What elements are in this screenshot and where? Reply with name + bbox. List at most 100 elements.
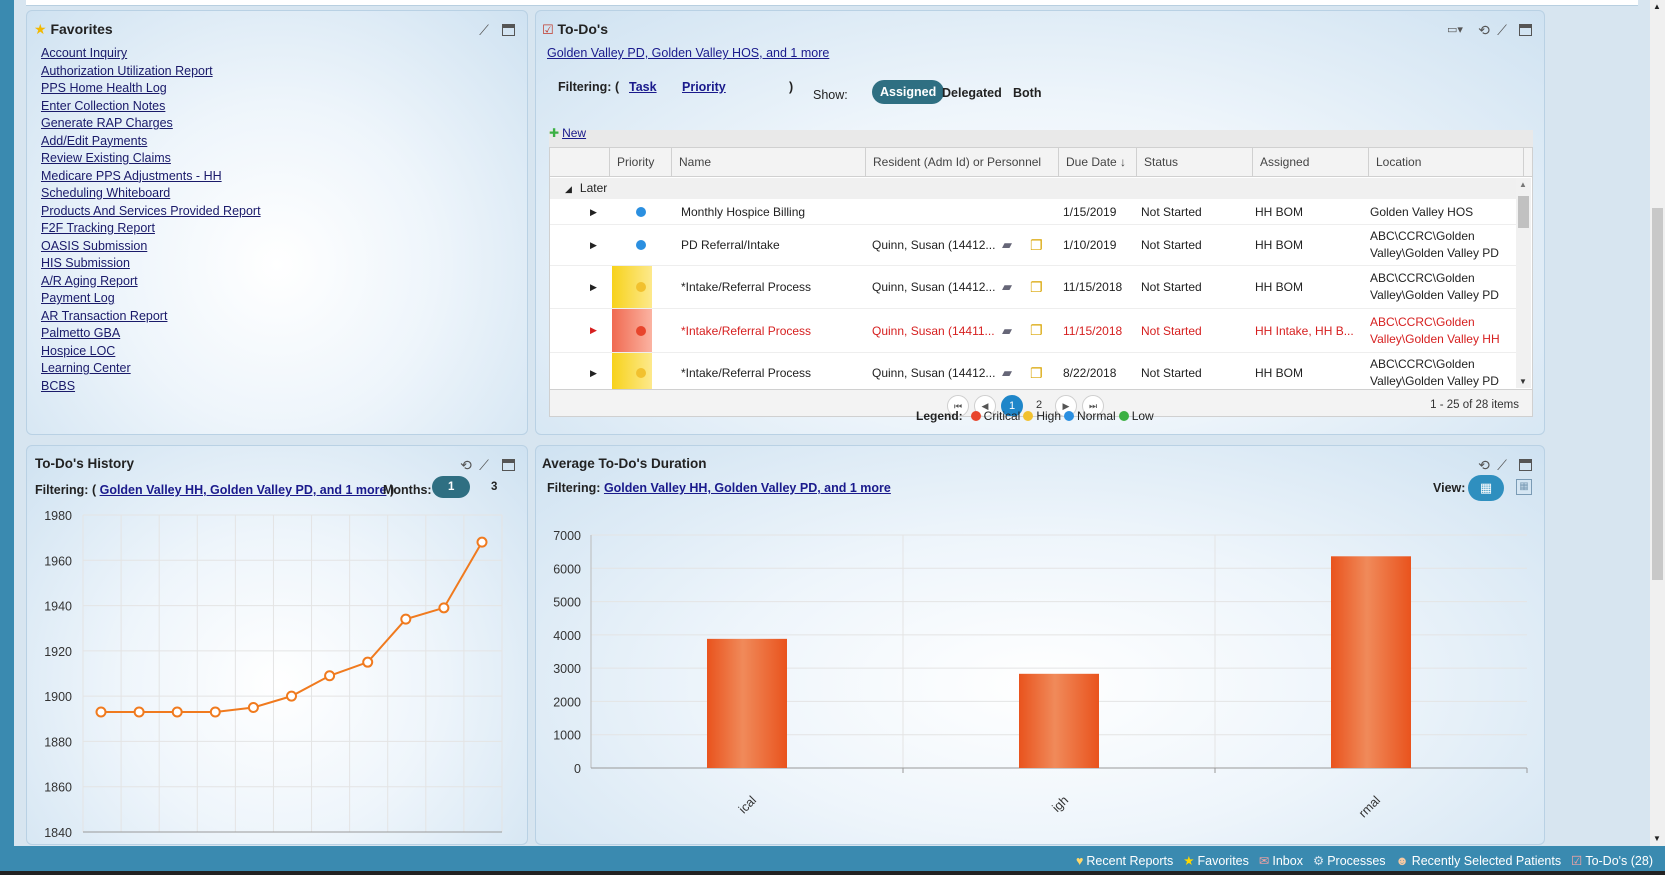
location-filter-link[interactable]: Golden Valley PD, Golden Valley HOS, and… xyxy=(547,46,830,60)
todo-resident[interactable]: Quinn, Susan (14412... xyxy=(872,238,996,252)
favorite-link[interactable]: Authorization Utilization Report xyxy=(41,63,213,78)
scroll-up-icon[interactable]: ▲ xyxy=(1519,180,1527,189)
favorite-link[interactable]: BCBS xyxy=(41,378,76,393)
expand-row-icon[interactable]: ▶ xyxy=(590,281,597,292)
expand-row-icon[interactable]: ▶ xyxy=(590,367,597,378)
chart-book-icon[interactable]: ▰ xyxy=(1002,237,1012,252)
expand-row-icon[interactable]: ▶ xyxy=(590,325,597,335)
inbox-item[interactable]: ✉ Inbox xyxy=(1259,853,1303,869)
favorite-link[interactable]: Review Existing Claims xyxy=(41,151,171,165)
history-filter-link[interactable]: Golden Valley HH, Golden Valley PD, and … xyxy=(99,483,387,497)
refresh-icon[interactable]: ⟲ xyxy=(1478,22,1490,38)
page-scroll-thumb[interactable] xyxy=(1652,208,1663,580)
todo-name[interactable]: *Intake/Referral Process xyxy=(681,366,812,380)
chart-book-icon[interactable]: ▰ xyxy=(1002,365,1012,380)
maximize-icon[interactable] xyxy=(502,24,515,36)
table-row[interactable]: ▶ Monthly Hospice Billing 1/15/2019 Not Sta… xyxy=(550,200,1518,225)
todo-name[interactable]: PD Referral/Intake xyxy=(681,238,780,252)
folder-icon[interactable]: ❐ xyxy=(1030,236,1043,253)
folder-icon[interactable]: ❐ xyxy=(1030,322,1043,338)
pin-icon[interactable]: ⟋ xyxy=(1497,22,1507,38)
recent-patients-item[interactable]: ☻ Recently Selected Patients xyxy=(1396,853,1562,868)
favorite-link[interactable]: Account Inquiry xyxy=(41,46,128,60)
show-both-button[interactable]: Both xyxy=(1013,86,1042,100)
col-location[interactable]: Location xyxy=(1368,148,1523,177)
table-row[interactable]: ▶ *Intake/Referral Process Quinn, Susan (1… xyxy=(550,309,1518,353)
favorite-link[interactable]: Medicare PPS Adjustments - HH xyxy=(41,168,222,183)
pin-icon[interactable]: ⟋ xyxy=(1497,457,1507,473)
prev-page-button[interactable]: ◀ xyxy=(974,395,996,416)
favorite-link[interactable]: Scheduling Whiteboard xyxy=(41,186,171,200)
pin-icon[interactable]: ⟋ xyxy=(479,457,489,473)
todo-name[interactable]: Monthly Hospice Billing xyxy=(681,205,806,219)
folder-icon[interactable]: ❐ xyxy=(1030,278,1043,295)
todo-resident[interactable]: Quinn, Susan (14412... xyxy=(872,280,996,294)
page-1-button[interactable]: 1 xyxy=(1001,395,1023,416)
favorite-link[interactable]: AR Transaction Report xyxy=(41,308,168,323)
expand-row-icon[interactable]: ▶ xyxy=(590,239,597,250)
folder-icon[interactable]: ❐ xyxy=(1030,364,1043,381)
months-1-button[interactable]: 1 xyxy=(432,476,471,498)
processes-item[interactable]: ⚙ Processes xyxy=(1313,853,1386,869)
page-scroll-up-icon[interactable]: ▲ xyxy=(1653,2,1661,11)
favorite-link[interactable]: A/R Aging Report xyxy=(41,273,138,288)
group-row-later[interactable]: ◢ Later xyxy=(550,178,1518,199)
favorite-link[interactable]: HIS Submission xyxy=(41,256,130,270)
todo-resident[interactable]: Quinn, Susan (14412... xyxy=(872,366,996,380)
refresh-icon[interactable]: ⟲ xyxy=(1478,457,1490,473)
pin-icon[interactable]: ⟋ xyxy=(479,22,489,38)
table-row[interactable]: ▶ *Intake/Referral Process Quinn, Susan (1… xyxy=(550,266,1518,309)
first-page-button[interactable]: ⏮ xyxy=(947,395,969,416)
col-name[interactable]: Name xyxy=(671,148,865,177)
favorite-link[interactable]: Add/Edit Payments xyxy=(41,133,148,148)
table-row[interactable]: ▶ *Intake/Referral Process Quinn, Susan (1… xyxy=(550,353,1518,394)
duration-filter-link[interactable]: Golden Valley HH, Golden Valley PD, and … xyxy=(603,481,891,495)
favorite-link[interactable]: PPS Home Health Log xyxy=(41,81,167,95)
todos-item[interactable]: ☑ To-Do's (28) xyxy=(1571,853,1653,869)
col-status[interactable]: Status xyxy=(1136,148,1252,177)
col-resident[interactable]: Resident (Adm Id) or Personnel xyxy=(865,148,1058,177)
col-due-date[interactable]: Due Date ↓ xyxy=(1058,148,1136,177)
next-page-button[interactable]: ▶ xyxy=(1055,395,1077,416)
todo-name[interactable]: *Intake/Referral Process xyxy=(681,280,812,294)
maximize-icon[interactable] xyxy=(1519,459,1532,471)
todo-resident[interactable]: Quinn, Susan (14411... xyxy=(872,323,995,338)
favorites-item[interactable]: ★ Favorites xyxy=(1183,853,1249,869)
chart-view-button[interactable]: ▦ xyxy=(1468,475,1504,501)
favorite-link[interactable]: Payment Log xyxy=(41,291,115,305)
grid-scrollbar[interactable]: ▲ ▼ xyxy=(1516,178,1531,388)
last-page-button[interactable]: ⏭ xyxy=(1082,395,1104,416)
grid-scroll-thumb[interactable] xyxy=(1518,196,1529,228)
favorite-link[interactable]: Learning Center xyxy=(41,361,131,375)
view-options-icon[interactable]: ▭▾ xyxy=(1447,24,1463,36)
refresh-icon[interactable]: ⟲ xyxy=(460,457,472,473)
favorite-link[interactable]: Enter Collection Notes xyxy=(41,98,166,113)
expand-row-icon[interactable]: ▶ xyxy=(590,206,597,217)
favorite-link[interactable]: OASIS Submission xyxy=(41,238,148,253)
scroll-down-icon[interactable]: ▼ xyxy=(1519,377,1527,386)
maximize-icon[interactable] xyxy=(1519,24,1532,36)
favorite-link[interactable]: Products And Services Provided Report xyxy=(41,203,261,218)
maximize-icon[interactable] xyxy=(502,459,515,471)
filter-task-link[interactable]: Task xyxy=(629,80,657,94)
page-scroll-down-icon[interactable]: ▼ xyxy=(1653,834,1661,843)
grid-view-button[interactable]: ▦ xyxy=(1516,479,1532,495)
show-delegated-button[interactable]: Delegated xyxy=(942,86,1002,100)
todo-name[interactable]: *Intake/Referral Process xyxy=(681,323,812,338)
chart-book-icon[interactable]: ▰ xyxy=(1002,279,1012,294)
col-priority[interactable]: Priority xyxy=(609,148,671,177)
favorite-link[interactable]: Generate RAP Charges xyxy=(41,116,173,130)
show-assigned-button[interactable]: Assigned xyxy=(872,80,945,104)
favorite-link[interactable]: Hospice LOC xyxy=(41,343,116,358)
col-assigned[interactable]: Assigned xyxy=(1252,148,1368,177)
favorite-link[interactable]: F2F Tracking Report xyxy=(41,221,155,235)
months-3-button[interactable]: 3 xyxy=(491,481,498,493)
filter-priority-link[interactable]: Priority xyxy=(682,80,726,94)
table-row[interactable]: ▶ PD Referral/Intake Quinn, Susan (14412..… xyxy=(550,225,1518,266)
chart-book-icon[interactable]: ▰ xyxy=(1002,322,1012,338)
new-todo-button[interactable]: ✚ New xyxy=(549,123,586,143)
recent-reports-item[interactable]: ♥ Recent Reports xyxy=(1076,853,1173,868)
favorite-link[interactable]: Palmetto GBA xyxy=(41,326,121,340)
page-scrollbar[interactable]: ▲ ▼ xyxy=(1650,0,1665,846)
page-2-button[interactable]: 2 xyxy=(1036,399,1043,411)
